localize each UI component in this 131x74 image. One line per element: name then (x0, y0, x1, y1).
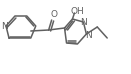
Text: O: O (50, 9, 57, 18)
Text: N: N (85, 30, 92, 40)
Text: OH: OH (71, 7, 84, 15)
Text: N: N (1, 22, 7, 30)
Text: N: N (80, 17, 87, 26)
